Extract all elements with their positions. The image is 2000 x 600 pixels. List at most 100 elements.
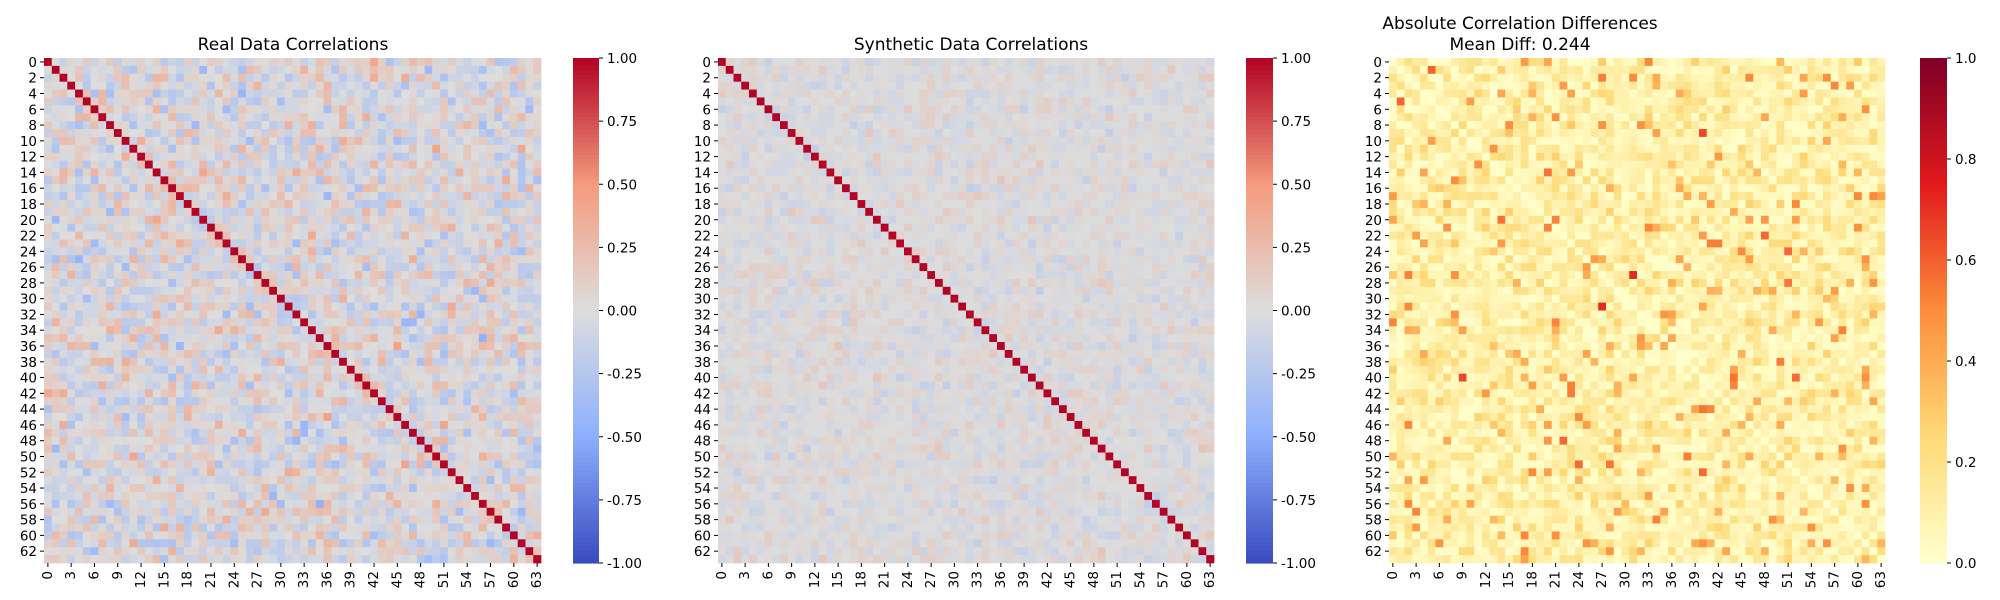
heatmap-cell <box>44 460 53 469</box>
heatmap-cell <box>230 460 239 469</box>
heatmap-cell <box>447 160 456 169</box>
heatmap-cell <box>1144 58 1153 67</box>
heatmap-cell <box>1159 105 1168 114</box>
heatmap-cell <box>471 105 480 114</box>
heatmap-cell <box>59 73 68 83</box>
colorbar-strip <box>573 470 599 476</box>
heatmap-cell <box>67 160 76 169</box>
heatmap-cell <box>106 215 115 225</box>
heatmap-cell <box>432 326 441 335</box>
heatmap-cell <box>90 144 99 154</box>
heatmap-cell <box>339 555 348 564</box>
heatmap-cell <box>1206 113 1215 122</box>
heatmap-cell <box>98 73 107 83</box>
heatmap-cell <box>911 105 920 114</box>
heatmap-cell <box>1152 129 1161 138</box>
heatmap-cell <box>106 73 115 83</box>
heatmap-cell <box>455 405 464 414</box>
heatmap-cell <box>113 263 123 272</box>
heatmap-cell <box>517 192 526 201</box>
heatmap-cell <box>51 192 60 201</box>
heatmap-cell <box>214 420 223 430</box>
heatmap-cell <box>90 278 99 288</box>
heatmap-cell <box>137 428 146 438</box>
heatmap-cell <box>385 484 394 493</box>
heatmap-cell <box>113 373 123 382</box>
heatmap-cell <box>354 89 363 98</box>
heatmap-cell <box>59 389 68 398</box>
heatmap-cell <box>308 97 317 106</box>
heatmap-cell <box>129 223 138 232</box>
heatmap-cell <box>129 349 138 359</box>
heatmap-cell <box>463 168 472 177</box>
heatmap-cell <box>486 436 495 445</box>
heatmap-cell <box>989 65 998 75</box>
heatmap-cell <box>346 286 355 296</box>
heatmap-cell <box>183 531 192 540</box>
heatmap-cell <box>51 73 60 83</box>
heatmap-cell <box>160 413 169 422</box>
heatmap-cell <box>525 444 534 453</box>
heatmap-cell <box>331 539 340 548</box>
heatmap-cell <box>1144 81 1153 90</box>
heatmap-cell <box>129 286 138 296</box>
heatmap-cell <box>463 129 472 138</box>
heatmap-cell <box>408 428 418 438</box>
heatmap-cell <box>447 129 456 138</box>
heatmap-cell <box>780 97 789 106</box>
heatmap-cell <box>424 97 433 106</box>
heatmap-cell <box>59 215 68 225</box>
heatmap-cell <box>377 468 387 477</box>
heatmap-cell <box>331 491 340 501</box>
heatmap-cell <box>207 302 216 311</box>
heatmap-cell <box>339 373 348 382</box>
colorbar-strip <box>573 533 599 539</box>
heatmap-cell <box>424 239 433 248</box>
heatmap-cell <box>408 168 418 177</box>
heatmap-cell <box>222 247 231 256</box>
heatmap-cell <box>401 192 410 201</box>
heatmap-cell <box>144 547 154 556</box>
heatmap-cell <box>67 231 76 240</box>
heatmap-cell <box>401 231 410 240</box>
heatmap-cell <box>261 113 270 122</box>
heatmap-cell <box>75 207 84 217</box>
heatmap-cell <box>997 121 1006 130</box>
heatmap-cell <box>276 97 286 106</box>
heatmap-cell <box>416 326 425 335</box>
heatmap-cell <box>432 413 441 422</box>
heatmap-cell <box>261 507 270 517</box>
heatmap-cell <box>362 452 371 461</box>
heatmap-cell <box>1121 105 1130 114</box>
heatmap-cell <box>370 278 379 288</box>
colorbar-strip <box>573 449 599 455</box>
heatmap-cell <box>113 121 123 130</box>
heatmap-cell <box>67 215 76 225</box>
heatmap-cell <box>331 357 340 367</box>
heatmap-cell <box>82 176 91 185</box>
heatmap-cell <box>517 294 526 303</box>
heatmap-cell <box>385 428 394 438</box>
heatmap-cell <box>292 468 301 477</box>
heatmap-cell <box>424 286 433 296</box>
heatmap-cell <box>253 294 262 303</box>
heatmap-cell <box>509 555 519 564</box>
heatmap-cell <box>82 397 91 406</box>
heatmap-cell <box>1074 81 1083 90</box>
heatmap-cell <box>98 373 107 382</box>
heatmap-cell <box>176 555 185 564</box>
heatmap-cell <box>385 255 394 264</box>
heatmap-cell <box>408 365 418 374</box>
heatmap-cell <box>424 491 433 501</box>
heatmap-cell <box>284 523 293 532</box>
heatmap-cell <box>424 121 433 130</box>
heatmap-cell <box>292 215 301 225</box>
heatmap-cell <box>144 310 154 319</box>
heatmap-cell <box>494 278 503 288</box>
heatmap-cell <box>222 365 231 374</box>
heatmap-cell <box>137 357 146 367</box>
x-tick-label: 27 <box>250 571 266 588</box>
heatmap-cell <box>1190 105 1199 114</box>
heatmap-cell <box>199 176 208 185</box>
heatmap-cell <box>787 129 796 138</box>
